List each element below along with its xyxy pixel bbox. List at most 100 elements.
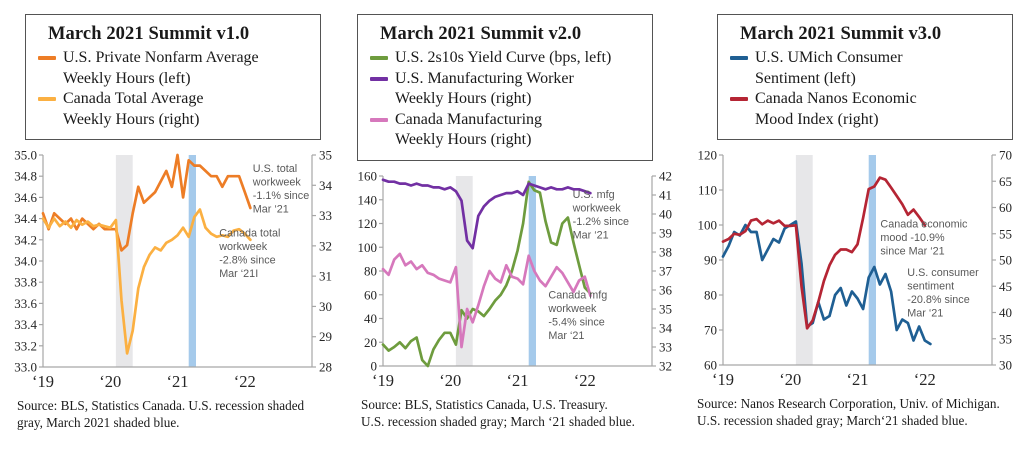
right-axis-tick-label: 60 <box>999 200 1012 215</box>
x-axis-tick-label: ‘20 <box>439 371 461 390</box>
chart-annotation: U.S. mfg workweek -1.2% since Mar ‘21 <box>572 188 629 241</box>
x-axis-tick-label: ‘19 <box>32 372 54 391</box>
chart-annotation: U.S. total workweek -1.1% since Mar ‘21 <box>252 163 309 216</box>
right-axis-tick-label: 34 <box>319 178 333 193</box>
x-axis-tick-label: ‘19 <box>372 371 394 390</box>
left-axis-tick-label: 33.6 <box>14 296 37 311</box>
legend-v3: U.S. UMich Consumer Sentiment (left) Cana… <box>730 48 1006 130</box>
right-axis-tick-label: 29 <box>319 329 332 344</box>
left-axis-tick-label: 90 <box>704 253 717 268</box>
legend-label: Canada Nanos Economic Mood Index (right) <box>755 90 917 128</box>
source-line: Source: Nanos Research Corporation, Univ… <box>697 396 1000 412</box>
right-axis-tick-label: 37 <box>659 263 673 278</box>
chart-title-v1: March 2021 Summit v1.0 <box>48 24 250 44</box>
chart-annotation: U.S. consumer sentiment -20.8% since Mar ‘2… <box>907 267 979 320</box>
chart-panel-v2: March 2021 Summit v2.0 U.S. 2s10s Yield … <box>342 0 682 451</box>
us-2s10s-yield-curve-legend-dash-icon <box>370 56 388 61</box>
right-axis-tick-label: 65 <box>999 174 1012 189</box>
legend-item-canada-total-hours: Canada Total Average Weekly Hours (right… <box>38 89 314 130</box>
canada-manufacturing-hours-line <box>381 252 592 348</box>
right-axis-tick-label: 33 <box>319 208 332 223</box>
right-axis-tick-label: 70 <box>999 148 1012 163</box>
left-axis-tick-label: 0 <box>371 358 378 373</box>
canada-nanos-economic-mood-legend-dash-icon <box>730 97 748 102</box>
right-axis-tick-label: 34 <box>659 320 673 335</box>
right-axis-tick-label: 36 <box>659 282 673 297</box>
source-line: U.S. recession shaded gray; March‘21 sha… <box>697 413 968 429</box>
left-axis-tick-label: 33.2 <box>14 338 37 353</box>
legend-v1: U.S. Private Nonfarm Average Weekly Hour… <box>38 48 314 130</box>
left-axis-tick-label: 100 <box>358 239 378 254</box>
source-line: Source: BLS, Statistics Canada. U.S. rec… <box>17 398 305 414</box>
left-axis-tick-label: 35.0 <box>14 148 37 163</box>
right-axis-tick-label: 42 <box>659 168 672 183</box>
source-line: Source: BLS, Statistics Canada, U.S. Tre… <box>361 396 608 412</box>
left-axis-tick-label: 160 <box>358 168 378 183</box>
x-axis-tick-label: ‘21 <box>847 370 869 389</box>
x-axis-tick-label: ‘20 <box>99 372 121 391</box>
line-chart-v3: 120 110 100 90 80 70 60 70 65 60 55 50 45 40 35 30 ‘19 ‘2… <box>698 148 1013 390</box>
canada-manufacturing-hours-legend-dash-icon <box>370 117 388 122</box>
chart-annotation: Canada total workweek -2.8% since Mar ‘21I <box>218 228 280 281</box>
right-axis-tick-label: 30 <box>999 358 1012 373</box>
legend-label: U.S. 2s10s Yield Curve (bps, left) <box>395 49 612 67</box>
legend-box-v2: March 2021 Summit v2.0 U.S. 2s10s Yield … <box>357 14 653 161</box>
left-axis-tick-label: 60 <box>364 287 377 302</box>
source-line: U.S. recession shaded gray; March ‘21 sh… <box>361 413 635 429</box>
legend-item-us-umich-consumer-sentiment: U.S. UMich Consumer Sentiment (left) <box>730 48 1006 89</box>
left-axis-tick-label: 33.4 <box>14 317 37 332</box>
right-axis-tick-label: 35 <box>659 301 672 316</box>
legend-item-us-private-nonfarm-hours: U.S. Private Nonfarm Average Weekly Hour… <box>38 48 314 89</box>
us-manufacturing-hours-line <box>381 177 592 250</box>
left-axis-tick-label: 60 <box>704 358 717 373</box>
left-axis-tick-label: 40 <box>364 311 377 326</box>
right-axis-tick-label: 50 <box>999 253 1012 268</box>
left-axis-tick-label: 80 <box>704 288 717 303</box>
canada-nanos-economic-mood-line <box>721 176 927 330</box>
legend-item-canada-nanos-economic-mood: Canada Nanos Economic Mood Index (right) <box>730 89 1006 130</box>
chart-title-v3: March 2021 Summit v3.0 <box>740 24 942 44</box>
source-note-v3: Source: Nanos Research Corporation, Univ… <box>697 395 1013 430</box>
us-private-nonfarm-hours-legend-dash-icon <box>38 56 56 61</box>
x-axis-tick-label: ‘22 <box>914 370 936 389</box>
x-axis-tick-label: ‘19 <box>712 370 734 389</box>
chart-panel-v1: March 2021 Summit v1.0 U.S. Private Nonf… <box>2 0 342 451</box>
right-axis-tick-label: 40 <box>999 305 1012 320</box>
legend-box-v1: March 2021 Summit v1.0 U.S. Private Nonf… <box>25 14 321 141</box>
left-axis-tick-label: 34.0 <box>14 254 37 269</box>
legend-box-v3: March 2021 Summit v3.0 U.S. UMich Consum… <box>717 14 1013 141</box>
line-chart-v2: 160 140 120 100 80 60 40 20 0 42 41 40 39 38 37 36 35 34 3… <box>358 168 673 390</box>
left-axis-tick-label: 120 <box>358 216 378 231</box>
right-axis-tick-label: 31 <box>319 269 332 284</box>
legend-label: Canada Total Average Weekly Hours (right… <box>63 90 204 128</box>
left-axis-tick-label: 34.4 <box>14 211 37 226</box>
us-umich-consumer-sentiment-line <box>721 220 932 346</box>
us-recession-band <box>115 155 133 368</box>
chart-title-v2: March 2021 Summit v2.0 <box>380 24 582 44</box>
right-axis-tick-label: 39 <box>659 225 672 240</box>
source-note-v2: Source: BLS, Statistics Canada, U.S. Tre… <box>361 396 673 431</box>
legend-v2: U.S. 2s10s Yield Curve (bps, left) U.S. M… <box>370 48 646 150</box>
left-axis-tick-label: 120 <box>698 148 718 163</box>
legend-label: Canada Manufacturing Weekly Hours (right… <box>395 110 543 149</box>
source-note-v1: Source: BLS, Statistics Canada. U.S. rec… <box>17 397 333 432</box>
right-axis-tick-label: 40 <box>659 206 672 221</box>
right-axis-tick-label: 55 <box>999 226 1012 241</box>
right-axis-tick-label: 32 <box>659 358 672 373</box>
left-axis-tick-label: 33.8 <box>14 275 37 290</box>
right-axis-tick-label: 28 <box>319 360 332 375</box>
march-2021-band <box>868 155 876 366</box>
right-axis-tick-label: 33 <box>659 339 672 354</box>
chart-annotation: Canada mfg workweek -5.4% since Mar ‘21 <box>547 289 607 342</box>
left-axis-tick-label: 70 <box>704 323 717 338</box>
x-axis-tick-label: ‘22 <box>234 372 256 391</box>
left-axis-tick-label: 33.0 <box>14 360 37 375</box>
chart-annotation: Canada economic mood -10.9% since Mar ‘21 <box>880 218 968 257</box>
x-axis-tick-label: ‘22 <box>574 371 596 390</box>
right-axis-tick-label: 45 <box>999 279 1012 294</box>
legend-label: U.S. Manufacturing Worker Weekly Hours (… <box>395 69 574 108</box>
chart-panel-v3: March 2021 Summit v3.0 U.S. UMich Consum… <box>682 0 1022 451</box>
x-axis-tick-label: ‘21 <box>167 372 189 391</box>
canada-total-hours-legend-dash-icon <box>38 97 56 102</box>
